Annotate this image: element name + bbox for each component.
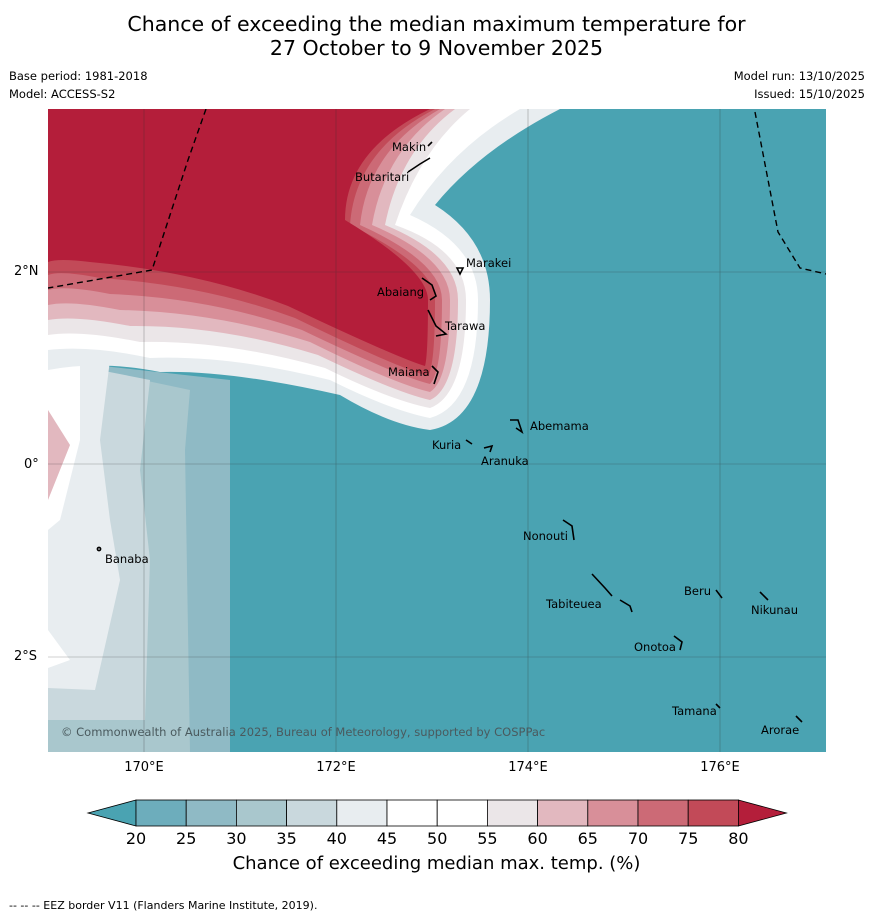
colorbar-segment	[336, 799, 388, 827]
map-field	[48, 109, 826, 752]
colorbar: 20 25 30 35 40 45 50 55 60 65 70 75 80	[86, 799, 788, 848]
issued-date: Issued: 15/10/2025	[754, 87, 865, 101]
colorbar-tick-label: 75	[678, 829, 698, 848]
colorbar-segment	[235, 799, 287, 827]
colorbar-segment	[637, 799, 689, 827]
colorbar-label: Chance of exceeding median max. temp. (%…	[232, 853, 641, 874]
colorbar-extend-low	[86, 799, 137, 827]
band-west-7	[48, 630, 70, 668]
colorbar-tick-label: 30	[226, 829, 246, 848]
colorbar-tick-label: 80	[728, 829, 748, 848]
place-beru: Beru	[684, 584, 711, 598]
place-abemama: Abemama	[530, 419, 589, 433]
place-arorae: Arorae	[761, 723, 799, 737]
place-kuria: Kuria	[432, 438, 461, 452]
colorbar-segment	[185, 799, 237, 827]
lon-label-174e: 174°E	[508, 760, 548, 775]
islands	[96, 141, 803, 723]
colorbar-segment	[286, 799, 338, 827]
place-nonouti: Nonouti	[523, 529, 568, 543]
lat-label-0: 0°	[24, 457, 39, 472]
chart-title: Chance of exceeding the median maximum t…	[0, 12, 873, 60]
place-aranuka: Aranuka	[481, 454, 529, 468]
colorbar-tick-label: 50	[427, 829, 447, 848]
place-onotoa: Onotoa	[634, 640, 676, 654]
colorbar-tick-label: 55	[477, 829, 497, 848]
grid-lines	[48, 109, 826, 752]
colorbar-segment	[687, 799, 739, 827]
lat-label-2n: 2°N	[14, 264, 39, 279]
colorbar-tick-label: 25	[176, 829, 196, 848]
place-maiana: Maiana	[388, 365, 430, 379]
band-over-80	[48, 109, 430, 366]
meta-right: Model run: 13/10/2025 Issued: 15/10/2025	[734, 67, 865, 103]
colorbar-tick-label: 40	[327, 829, 347, 848]
place-tabiteuea: Tabiteuea	[545, 597, 602, 611]
title-line-1: Chance of exceeding the median maximum t…	[127, 12, 746, 36]
colorbar-segment	[587, 799, 639, 827]
model-run: Model run: 13/10/2025	[733, 69, 865, 83]
colorbar-segment	[135, 799, 187, 827]
place-butaritari: Butaritari	[355, 170, 409, 184]
colorbar-tick-label: 45	[377, 829, 397, 848]
place-labels: Makin Butaritari Marakei Abaiang Tarawa …	[105, 140, 799, 737]
eez-borders	[48, 109, 826, 289]
band-west-6	[48, 410, 70, 500]
base-period: Base period: 1981-2018	[9, 69, 148, 83]
colorbar-segment	[486, 799, 538, 827]
colorbar-tick-label: 35	[276, 829, 296, 848]
place-tamana: Tamana	[671, 704, 717, 718]
colorbar-segment	[537, 799, 589, 827]
colorbar-extend-high	[738, 799, 788, 827]
model-name: Model: ACCESS-S2	[9, 87, 116, 101]
colorbar-tick-label: 65	[578, 829, 598, 848]
meta-left: Base period: 1981-2018 Model: ACCESS-S2	[9, 67, 148, 103]
place-abaiang: Abaiang	[377, 285, 424, 299]
colorbar-segment	[436, 799, 488, 827]
footnote: -- -- -- EEZ border V11 (Flanders Marine…	[9, 899, 318, 912]
lon-label-176e: 176°E	[700, 760, 740, 775]
lat-label-2s: 2°S	[14, 649, 38, 664]
colorbar-tick-label: 60	[527, 829, 547, 848]
copyright-note: © Commonwealth of Australia 2025, Bureau…	[61, 725, 545, 739]
place-nikunau: Nikunau	[751, 603, 798, 617]
colorbar-tick-label: 20	[126, 829, 146, 848]
place-marakei: Marakei	[466, 256, 511, 270]
title-line-2: 27 October to 9 November 2025	[269, 36, 604, 60]
place-makin: Makin	[392, 140, 426, 154]
colorbar-tick-label: 70	[628, 829, 648, 848]
colorbar-segment	[386, 799, 438, 827]
lon-label-170e: 170°E	[124, 760, 164, 775]
lon-label-172e: 172°E	[316, 760, 356, 775]
place-tarawa: Tarawa	[444, 319, 485, 333]
place-banaba: Banaba	[105, 552, 149, 566]
